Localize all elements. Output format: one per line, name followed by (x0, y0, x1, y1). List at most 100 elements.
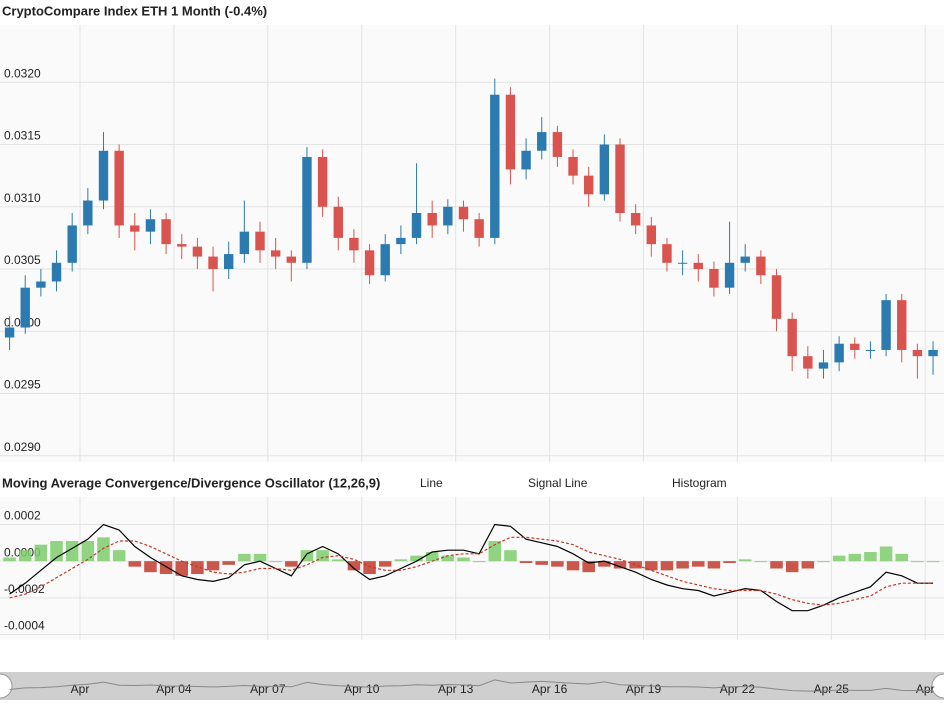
x-tick-label: Apr 22 (720, 682, 756, 696)
candle-body (98, 150, 109, 201)
histogram-bar (598, 561, 611, 567)
candle-body (803, 356, 813, 369)
histogram-bar (394, 559, 408, 562)
x-tick-label: Apr 13 (438, 682, 474, 696)
histogram-bar (238, 553, 251, 562)
histogram-bar (253, 553, 267, 562)
candle-body (83, 200, 93, 226)
histogram-bar (378, 561, 392, 567)
candle-body (490, 94, 500, 238)
y-tick-label: 0.0295 (4, 378, 41, 392)
histogram-bar (18, 550, 32, 562)
histogram-bar (817, 561, 830, 563)
candle-body (787, 318, 797, 357)
histogram-bar (472, 561, 486, 563)
candle-body (208, 256, 218, 270)
candle-body (568, 156, 578, 176)
histogram-bar (926, 561, 940, 563)
histogram-bar (692, 561, 705, 567)
histogram-bar (112, 550, 126, 562)
candle-body (224, 254, 234, 270)
y-tick-label: 0.0310 (4, 191, 41, 205)
histogram-bar (285, 561, 298, 567)
candle-body (897, 300, 907, 350)
candle-body (756, 256, 766, 276)
histogram-bar (488, 541, 502, 562)
histogram-bar (222, 561, 235, 565)
candle-body (349, 237, 359, 251)
histogram-bar (332, 559, 345, 562)
candle-body (396, 237, 406, 245)
candle-body (302, 156, 312, 263)
candle-body (709, 269, 719, 288)
histogram-bar (425, 552, 439, 562)
candle-body (130, 225, 140, 232)
navigator-handle[interactable] (0, 673, 13, 699)
histogram-bar (660, 561, 674, 571)
histogram-bar (144, 561, 157, 573)
histogram-bar (316, 550, 329, 562)
candle-body (474, 219, 484, 238)
candle-body (881, 300, 891, 350)
candle-body (317, 156, 328, 207)
histogram-bar (457, 557, 470, 562)
histogram-bar (269, 561, 282, 563)
y-tick-label: 0.0002 (4, 509, 41, 523)
chart-title: CryptoCompare Index ETH 1 Month (-0.4%) (2, 3, 267, 18)
y-tick-label: 0.0305 (4, 253, 41, 267)
candle-body (114, 150, 124, 226)
x-tick-label: Apr (71, 682, 90, 696)
histogram-bar (175, 561, 189, 576)
y-tick-label: -0.0004 (4, 619, 45, 633)
histogram-bar (864, 552, 877, 562)
histogram-bar (629, 561, 642, 569)
histogram-bar (551, 561, 564, 567)
candle-body (145, 219, 156, 232)
histogram-bar (81, 541, 95, 562)
candle-body (584, 175, 594, 195)
histogram-bar (895, 553, 909, 562)
histogram-bar (347, 561, 361, 571)
histogram-bar (519, 561, 533, 563)
histogram-bar (832, 555, 846, 562)
candle-body (505, 94, 516, 170)
histogram-bar (613, 561, 627, 569)
candle-body (427, 212, 437, 226)
histogram-bar (879, 546, 893, 562)
candle-body (724, 262, 735, 288)
candle-body (67, 225, 77, 263)
candle-body (270, 250, 281, 257)
macd-line (9, 523, 934, 612)
histogram-bar (206, 561, 220, 571)
legend-entry: Histogram (672, 476, 727, 490)
candle-body (333, 206, 343, 238)
histogram-bar (300, 550, 314, 562)
candle-body (239, 231, 250, 255)
candle-body (458, 206, 469, 220)
histogram-bar (723, 561, 736, 563)
legend-entry: Signal Line (528, 476, 588, 490)
candle-body (865, 349, 876, 351)
y-tick-label: 0.0320 (4, 66, 41, 80)
candle-body (552, 132, 563, 157)
y-tick-label: 0.0290 (4, 440, 41, 454)
histogram-bar (566, 561, 580, 571)
candle-body (521, 150, 531, 170)
x-tick-label: Apr 10 (344, 682, 380, 696)
histogram-bar (582, 561, 595, 573)
candle-body (177, 244, 187, 247)
candle-body (928, 349, 938, 357)
histogram-bar (645, 561, 658, 571)
histogram-bar (535, 561, 549, 565)
navigator-handle[interactable] (931, 673, 944, 699)
x-tick-label: Apr 04 (156, 682, 192, 696)
macd-line (9, 536, 934, 606)
candle-body (411, 212, 422, 238)
histogram-bar (441, 555, 455, 562)
candle-body (850, 343, 860, 350)
histogram-bar (363, 561, 376, 574)
candle-body (615, 144, 625, 213)
candle-body (818, 362, 829, 369)
navigator-line (9, 679, 934, 692)
